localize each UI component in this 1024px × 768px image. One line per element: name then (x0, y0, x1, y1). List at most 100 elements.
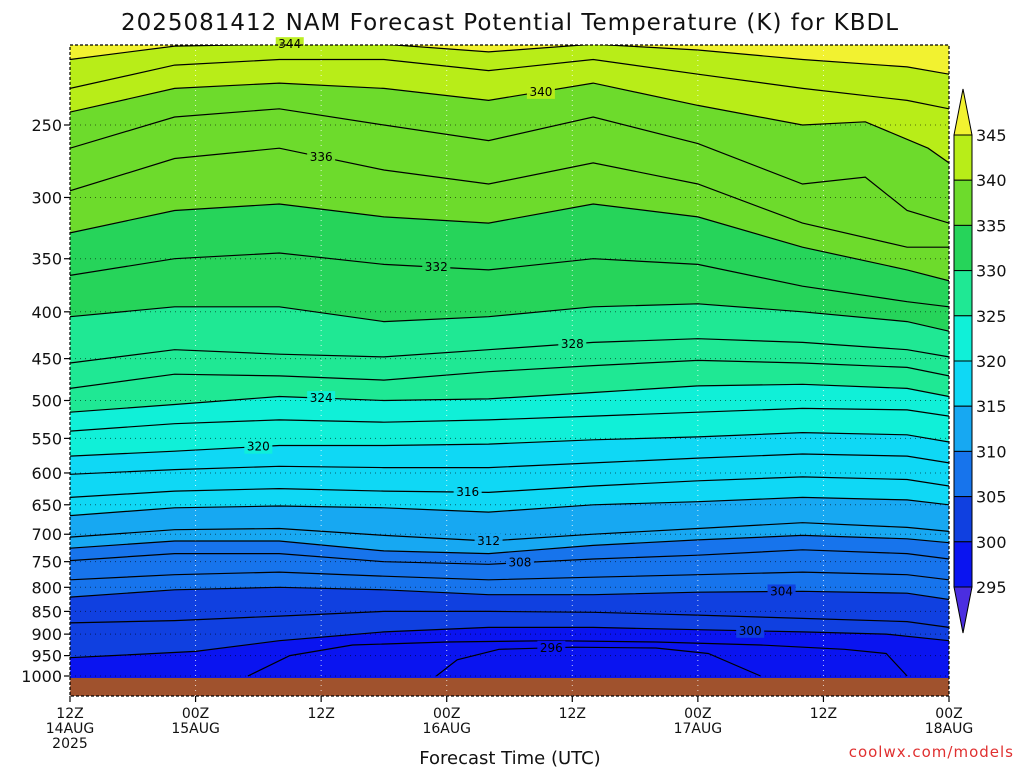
contour-label-bg-328 (558, 336, 587, 351)
x-tick-label-60-0: 00Z (684, 706, 711, 722)
contour-line-316 (70, 476, 949, 498)
y-tick-label-650: 650 (31, 496, 62, 515)
colorbar-bin-325 (953, 270, 973, 317)
x-tick-label-84-1: 18AUG (925, 721, 974, 737)
contour-line-300 (70, 626, 949, 659)
contour-label-bg-336 (307, 150, 336, 165)
contour-label-312: 312 (477, 534, 500, 548)
contour-label-300: 300 (739, 624, 762, 638)
contour-label-332: 332 (425, 260, 448, 274)
y-tick-label-450: 450 (31, 350, 62, 369)
contour-line-320 (70, 431, 949, 457)
contour-label-324: 324 (310, 391, 333, 405)
contour-line-336 (70, 147, 949, 248)
contour-line-302 (70, 610, 949, 628)
contour-label-bg-320 (244, 439, 273, 454)
x-tick-label-72-0: 12Z (810, 706, 837, 722)
colorbar-tick-300: 300 (976, 533, 1007, 552)
contour-label-328: 328 (561, 337, 584, 351)
contour-label-bg-340 (526, 84, 555, 99)
colorbar-tick-330: 330 (976, 262, 1007, 281)
x-tick-label-84-0: 00Z (935, 706, 962, 722)
colorbar-tick-345: 345 (976, 126, 1007, 145)
colorbar-bin-330 (953, 224, 973, 272)
contour-line-322 (70, 407, 949, 432)
y-tick-label-400: 400 (31, 303, 62, 322)
colorbar-tick-295: 295 (976, 578, 1007, 597)
contour-line-330 (70, 303, 949, 332)
y-tick-label-500: 500 (31, 392, 62, 411)
credit-text: coolwx.com/models (849, 743, 1014, 761)
contour-label-304: 304 (770, 584, 793, 598)
x-tick-label-60-1: 17AUG (674, 721, 723, 737)
contour-label-bg-296 (537, 640, 566, 655)
contour-line-326 (70, 359, 949, 389)
y-axis: 250 300 350 400 450 500 550 600 650 700 750 800 850 9… (21, 116, 70, 686)
contour-line-306 (70, 571, 949, 581)
y-tick-label-550: 550 (31, 429, 62, 448)
contour-line-332 (70, 252, 949, 308)
x-tick-label-0-0: 12Z (56, 706, 83, 722)
contour-label-316: 316 (456, 485, 479, 499)
x-tick-label-36-0: 00Z (433, 706, 460, 722)
x-tick-label-36-1: 16AUG (422, 721, 471, 737)
y-tick-label-700: 700 (31, 525, 62, 544)
contour-line-304 (70, 586, 949, 601)
y-tick-label-900: 900 (31, 625, 62, 644)
colorbar-bin-315 (953, 360, 973, 407)
contour-label-296: 296 (540, 641, 563, 655)
colorbar-tick-325: 325 (976, 307, 1007, 326)
contour-line-296 (435, 646, 761, 677)
x-tick-label-0-2: 2025 (52, 736, 88, 752)
y-tick-label-300: 300 (31, 188, 62, 207)
ground-layer (70, 677, 949, 696)
contour-label-bg-308 (505, 555, 534, 570)
contour-label-bg-344 (275, 37, 304, 52)
contour-line-340 (70, 82, 949, 164)
contour-line-328 (70, 338, 949, 364)
colorbar-bin-340 (953, 134, 973, 181)
chart-title: 2025081412 NAM Forecast Potential Temper… (121, 10, 899, 36)
colorbar-tick-320: 320 (976, 352, 1007, 371)
y-tick-label-600: 600 (31, 464, 62, 483)
contour-label-bg-300 (736, 623, 765, 638)
contour-label-bg-316 (453, 485, 482, 500)
colorbar-tick-310: 310 (976, 442, 1007, 461)
colorbar-top-arrow (953, 88, 973, 136)
colorbar-bin-305 (953, 450, 973, 498)
x-axis-label: Forecast Time (UTC) (419, 748, 600, 768)
contour-line-314 (70, 496, 949, 517)
contour-label-320: 320 (247, 440, 270, 454)
ground-surface (70, 677, 949, 696)
contour-label-layer: 296 300 304 308 312 316 320 324 328 332 336 340 344 (244, 37, 796, 655)
contour-line-312 (70, 522, 949, 542)
y-tick-label-1000: 1000 (21, 667, 62, 686)
contour-line-342 (70, 58, 949, 110)
y-tick-label-350: 350 (31, 250, 62, 269)
colorbar-bin-335 (953, 179, 973, 226)
contour-label-bg-312 (474, 533, 503, 548)
y-tick-label-850: 850 (31, 602, 62, 621)
colorbar-bottom-arrow (953, 586, 973, 634)
contour-label-bg-304 (767, 584, 796, 599)
contour-line-338 (70, 108, 949, 224)
y-tick-label-250: 250 (31, 116, 62, 135)
colorbar-tick-305: 305 (976, 488, 1007, 507)
contour-line-310 (70, 534, 949, 555)
colorbar-tick-340: 340 (976, 171, 1007, 190)
x-tick-label-0-1: 14AUG (46, 721, 95, 737)
x-tick-label-24-0: 12Z (307, 706, 334, 722)
colorbar-tick-315: 315 (976, 397, 1007, 416)
contour-label-344: 344 (278, 37, 301, 51)
colorbar-bin-320 (953, 315, 973, 362)
theta-pool-296 (436, 647, 761, 676)
x-tick-label-48-0: 12Z (559, 706, 586, 722)
x-tick-label-12-0: 00Z (182, 706, 209, 722)
contour-label-bg-332 (422, 260, 451, 275)
colorbar-bin-300 (953, 496, 973, 543)
contour-label-340: 340 (529, 85, 552, 99)
grid-layer (69, 45, 950, 696)
colorbar-bin-310 (953, 405, 973, 452)
colorbar-bin-295 (953, 541, 973, 588)
